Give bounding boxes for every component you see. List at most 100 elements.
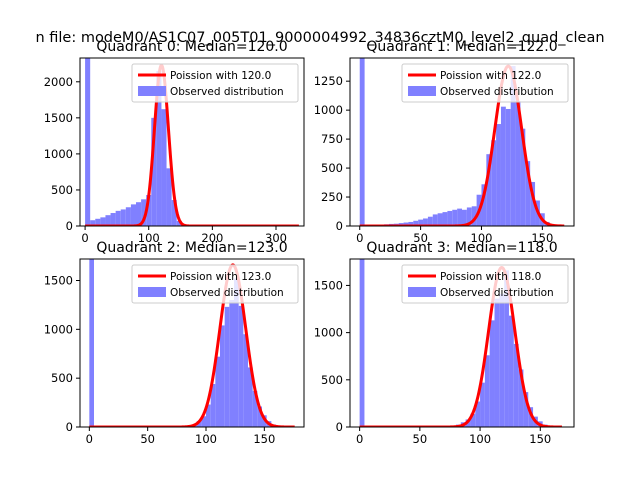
hist-bar xyxy=(171,200,177,226)
hist-bar xyxy=(437,213,443,226)
y-tick-label: 1000 xyxy=(44,322,73,336)
legend-box xyxy=(131,63,299,103)
subplot-quadrant-0: Quadrant 0: Median=120.0 0 100 200 300 0 500 10… xyxy=(44,39,305,245)
legend-bar-swatch xyxy=(408,287,436,297)
subplot-quadrant-1: Quadrant 1: Median=122.0 0 50 100 150 0 250 500… xyxy=(314,39,575,245)
y-tick-label: 0 xyxy=(336,219,343,233)
y-tick-label: 500 xyxy=(51,183,73,197)
legend-entry-observed: Observed distribution xyxy=(440,287,554,299)
legend: Poission with 120.0 Observed distribution xyxy=(131,63,299,103)
legend-entry-fit: Poission with 122.0 xyxy=(440,70,541,82)
legend-entry-fit: Poission with 120.0 xyxy=(170,70,271,82)
hist-bar xyxy=(462,209,467,226)
hist-bar xyxy=(201,416,206,427)
legend-box xyxy=(401,264,569,304)
hist-bar xyxy=(196,421,202,427)
hist-bar xyxy=(413,220,419,226)
axes-frame xyxy=(349,57,575,227)
poisson-fit-line xyxy=(88,263,296,427)
hist-bar xyxy=(418,219,424,226)
hist-bar xyxy=(481,184,487,226)
hist-bar xyxy=(508,315,514,427)
hist-bar xyxy=(95,218,101,226)
hist-bar xyxy=(136,202,142,226)
hist-bar xyxy=(161,109,167,226)
hist-bar xyxy=(442,212,448,226)
hist-bar xyxy=(530,181,536,226)
legend-entry-fit: Poission with 118.0 xyxy=(440,271,541,283)
hist-bar xyxy=(452,209,458,226)
hist-bar xyxy=(515,100,521,226)
hist-bar xyxy=(238,305,244,427)
hist-bar xyxy=(496,124,501,226)
hist-bar xyxy=(89,259,94,427)
subplot-grid: Quadrant 0: Median=120.00 100 200 300050010… xyxy=(44,39,575,446)
hist-bar xyxy=(105,215,111,226)
hist-bar xyxy=(120,209,126,226)
hist-bar xyxy=(166,168,172,226)
hist-bar xyxy=(130,204,136,226)
hist-bar xyxy=(523,392,529,427)
x-tick-label: 150 xyxy=(529,432,551,446)
hist-bar xyxy=(494,298,500,427)
x-tick-label: 200 xyxy=(201,231,223,245)
hist-bar xyxy=(447,210,453,226)
x-tick-label: 0 xyxy=(86,432,93,446)
hist-bar xyxy=(471,206,477,226)
subplot-title: Quadrant 3: Median=118.0 xyxy=(366,240,557,256)
subplot-quadrant-2: Quadrant 2: Median=123.00 50 100 1500500100… xyxy=(44,240,305,446)
x-tick-label: 50 xyxy=(413,432,428,446)
y-tick-label: 1000 xyxy=(314,103,343,117)
hist-bar xyxy=(504,270,509,427)
axes-frame xyxy=(79,258,305,428)
hist-bar xyxy=(505,108,511,226)
x-tick-label: 150 xyxy=(253,432,275,446)
hist-bar xyxy=(359,58,365,226)
hist-bar xyxy=(500,106,506,226)
y-tick-label: 500 xyxy=(321,161,343,175)
legend-entry-fit: Poission with 123.0 xyxy=(170,271,271,283)
legend-entry-observed: Observed distribution xyxy=(170,86,284,98)
subplot-title: Quadrant 0: Median=120.0 xyxy=(96,39,287,55)
y-tick-label: 750 xyxy=(321,132,343,146)
legend-entry-observed: Observed distribution xyxy=(170,287,284,299)
y-tick-label: 1250 xyxy=(314,74,343,88)
y-tick-label: 500 xyxy=(321,373,343,387)
hist-bar xyxy=(510,66,516,226)
legend-bar-swatch xyxy=(138,287,166,297)
hist-bar xyxy=(528,407,534,427)
hist-bar xyxy=(518,369,524,427)
hist-bar xyxy=(359,259,365,427)
hist-bar xyxy=(229,300,234,427)
hist-bar xyxy=(520,128,526,226)
hist-bar xyxy=(499,293,505,427)
x-tick-label: 100 xyxy=(138,231,160,245)
hist-bar xyxy=(110,213,116,226)
legend-bar-swatch xyxy=(138,86,166,96)
legend-entry-observed: Observed distribution xyxy=(440,86,554,98)
x-tick-label: 100 xyxy=(469,432,491,446)
y-tick-label: 250 xyxy=(321,190,343,204)
x-tick-label: 50 xyxy=(413,231,428,245)
legend: Poission with 122.0 Observed distribution xyxy=(401,63,569,103)
x-tick-label: 0 xyxy=(356,231,363,245)
y-tick-label: 1000 xyxy=(44,147,73,161)
hist-bar xyxy=(151,117,157,226)
hist-bar xyxy=(457,208,462,226)
y-tick-label: 1500 xyxy=(44,111,73,125)
hist-bar xyxy=(491,140,497,226)
x-tick-label: 300 xyxy=(265,231,287,245)
figure-suptitle: n file: modeM0/AS1C07_005T01_9000004992_… xyxy=(35,30,604,46)
hist-bar xyxy=(115,210,121,226)
subplot-title: Quadrant 1: Median=122.0 xyxy=(366,39,557,55)
subplot-quadrant-3: Quadrant 3: Median=118.00 50 100 1500500100… xyxy=(314,240,575,446)
legend-bar-swatch xyxy=(408,86,436,96)
hist-bar xyxy=(403,222,409,226)
hist-bar xyxy=(85,58,91,226)
hist-bar xyxy=(480,382,485,427)
y-tick-label: 0 xyxy=(336,420,343,434)
subplot-title: Quadrant 2: Median=123.0 xyxy=(96,240,287,256)
y-tick-label: 1500 xyxy=(44,273,73,287)
hist-bar xyxy=(257,406,262,427)
legend-box xyxy=(401,63,569,103)
